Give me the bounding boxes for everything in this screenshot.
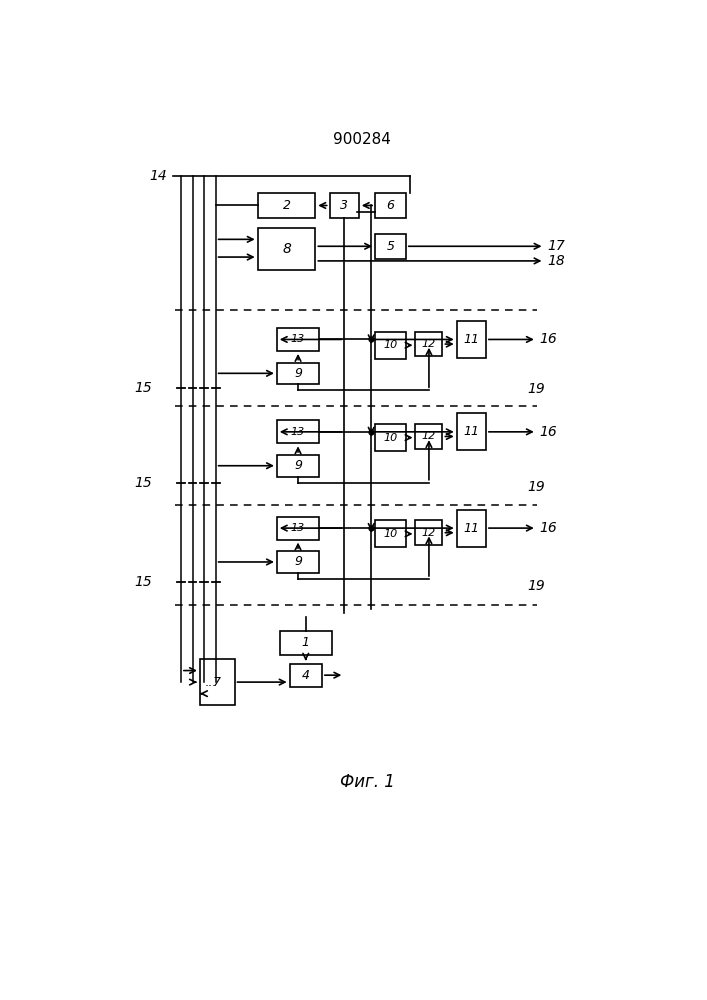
Bar — [277, 363, 320, 384]
Text: 8: 8 — [282, 242, 291, 256]
Text: 15: 15 — [134, 575, 152, 589]
Bar — [290, 664, 322, 687]
Text: 15: 15 — [134, 476, 152, 490]
Bar — [277, 420, 320, 443]
Text: 18: 18 — [547, 254, 566, 268]
Text: 17: 17 — [547, 239, 566, 253]
Text: 12: 12 — [422, 431, 436, 441]
Text: 10: 10 — [383, 340, 397, 350]
Text: 9: 9 — [294, 459, 302, 472]
Bar — [375, 424, 406, 451]
Text: 3: 3 — [340, 199, 349, 212]
Text: 16: 16 — [540, 425, 558, 439]
Text: ...: ... — [205, 676, 217, 689]
Text: 19: 19 — [527, 579, 545, 593]
Text: 13: 13 — [291, 523, 305, 533]
Text: 19: 19 — [527, 480, 545, 494]
Bar — [375, 193, 406, 218]
Bar — [277, 517, 320, 540]
Text: 7: 7 — [214, 676, 221, 689]
Text: 11: 11 — [463, 333, 479, 346]
Bar — [200, 659, 235, 705]
Text: 11: 11 — [463, 425, 479, 438]
Bar — [457, 413, 486, 450]
Bar — [277, 551, 320, 573]
Text: 10: 10 — [383, 433, 397, 443]
Text: 5: 5 — [387, 240, 395, 253]
Bar — [257, 228, 315, 270]
Text: 13: 13 — [291, 334, 305, 344]
Bar — [257, 193, 315, 218]
Bar — [375, 234, 406, 259]
Bar — [375, 332, 406, 359]
Bar — [416, 424, 443, 449]
Text: 4: 4 — [302, 669, 310, 682]
Bar — [375, 520, 406, 547]
Text: 16: 16 — [540, 521, 558, 535]
Bar — [329, 193, 359, 218]
Text: Фиг. 1: Фиг. 1 — [340, 773, 395, 791]
Text: 9: 9 — [294, 555, 302, 568]
Text: 9: 9 — [294, 367, 302, 380]
Bar — [416, 332, 443, 356]
Text: 900284: 900284 — [333, 132, 391, 147]
Bar — [457, 321, 486, 358]
Text: 1: 1 — [302, 636, 310, 649]
Text: 2: 2 — [283, 199, 291, 212]
Text: 11: 11 — [463, 522, 479, 535]
Bar — [277, 328, 320, 351]
Bar — [279, 631, 332, 655]
Text: 6: 6 — [387, 199, 395, 212]
Text: 12: 12 — [422, 528, 436, 538]
Text: 13: 13 — [291, 427, 305, 437]
Text: 14: 14 — [149, 169, 167, 183]
Bar — [457, 510, 486, 547]
Text: 16: 16 — [540, 332, 558, 346]
Text: 19: 19 — [527, 382, 545, 396]
Text: 15: 15 — [134, 381, 152, 395]
Bar — [416, 520, 443, 545]
Text: 10: 10 — [383, 529, 397, 539]
Text: 12: 12 — [422, 339, 436, 349]
Bar — [277, 455, 320, 477]
